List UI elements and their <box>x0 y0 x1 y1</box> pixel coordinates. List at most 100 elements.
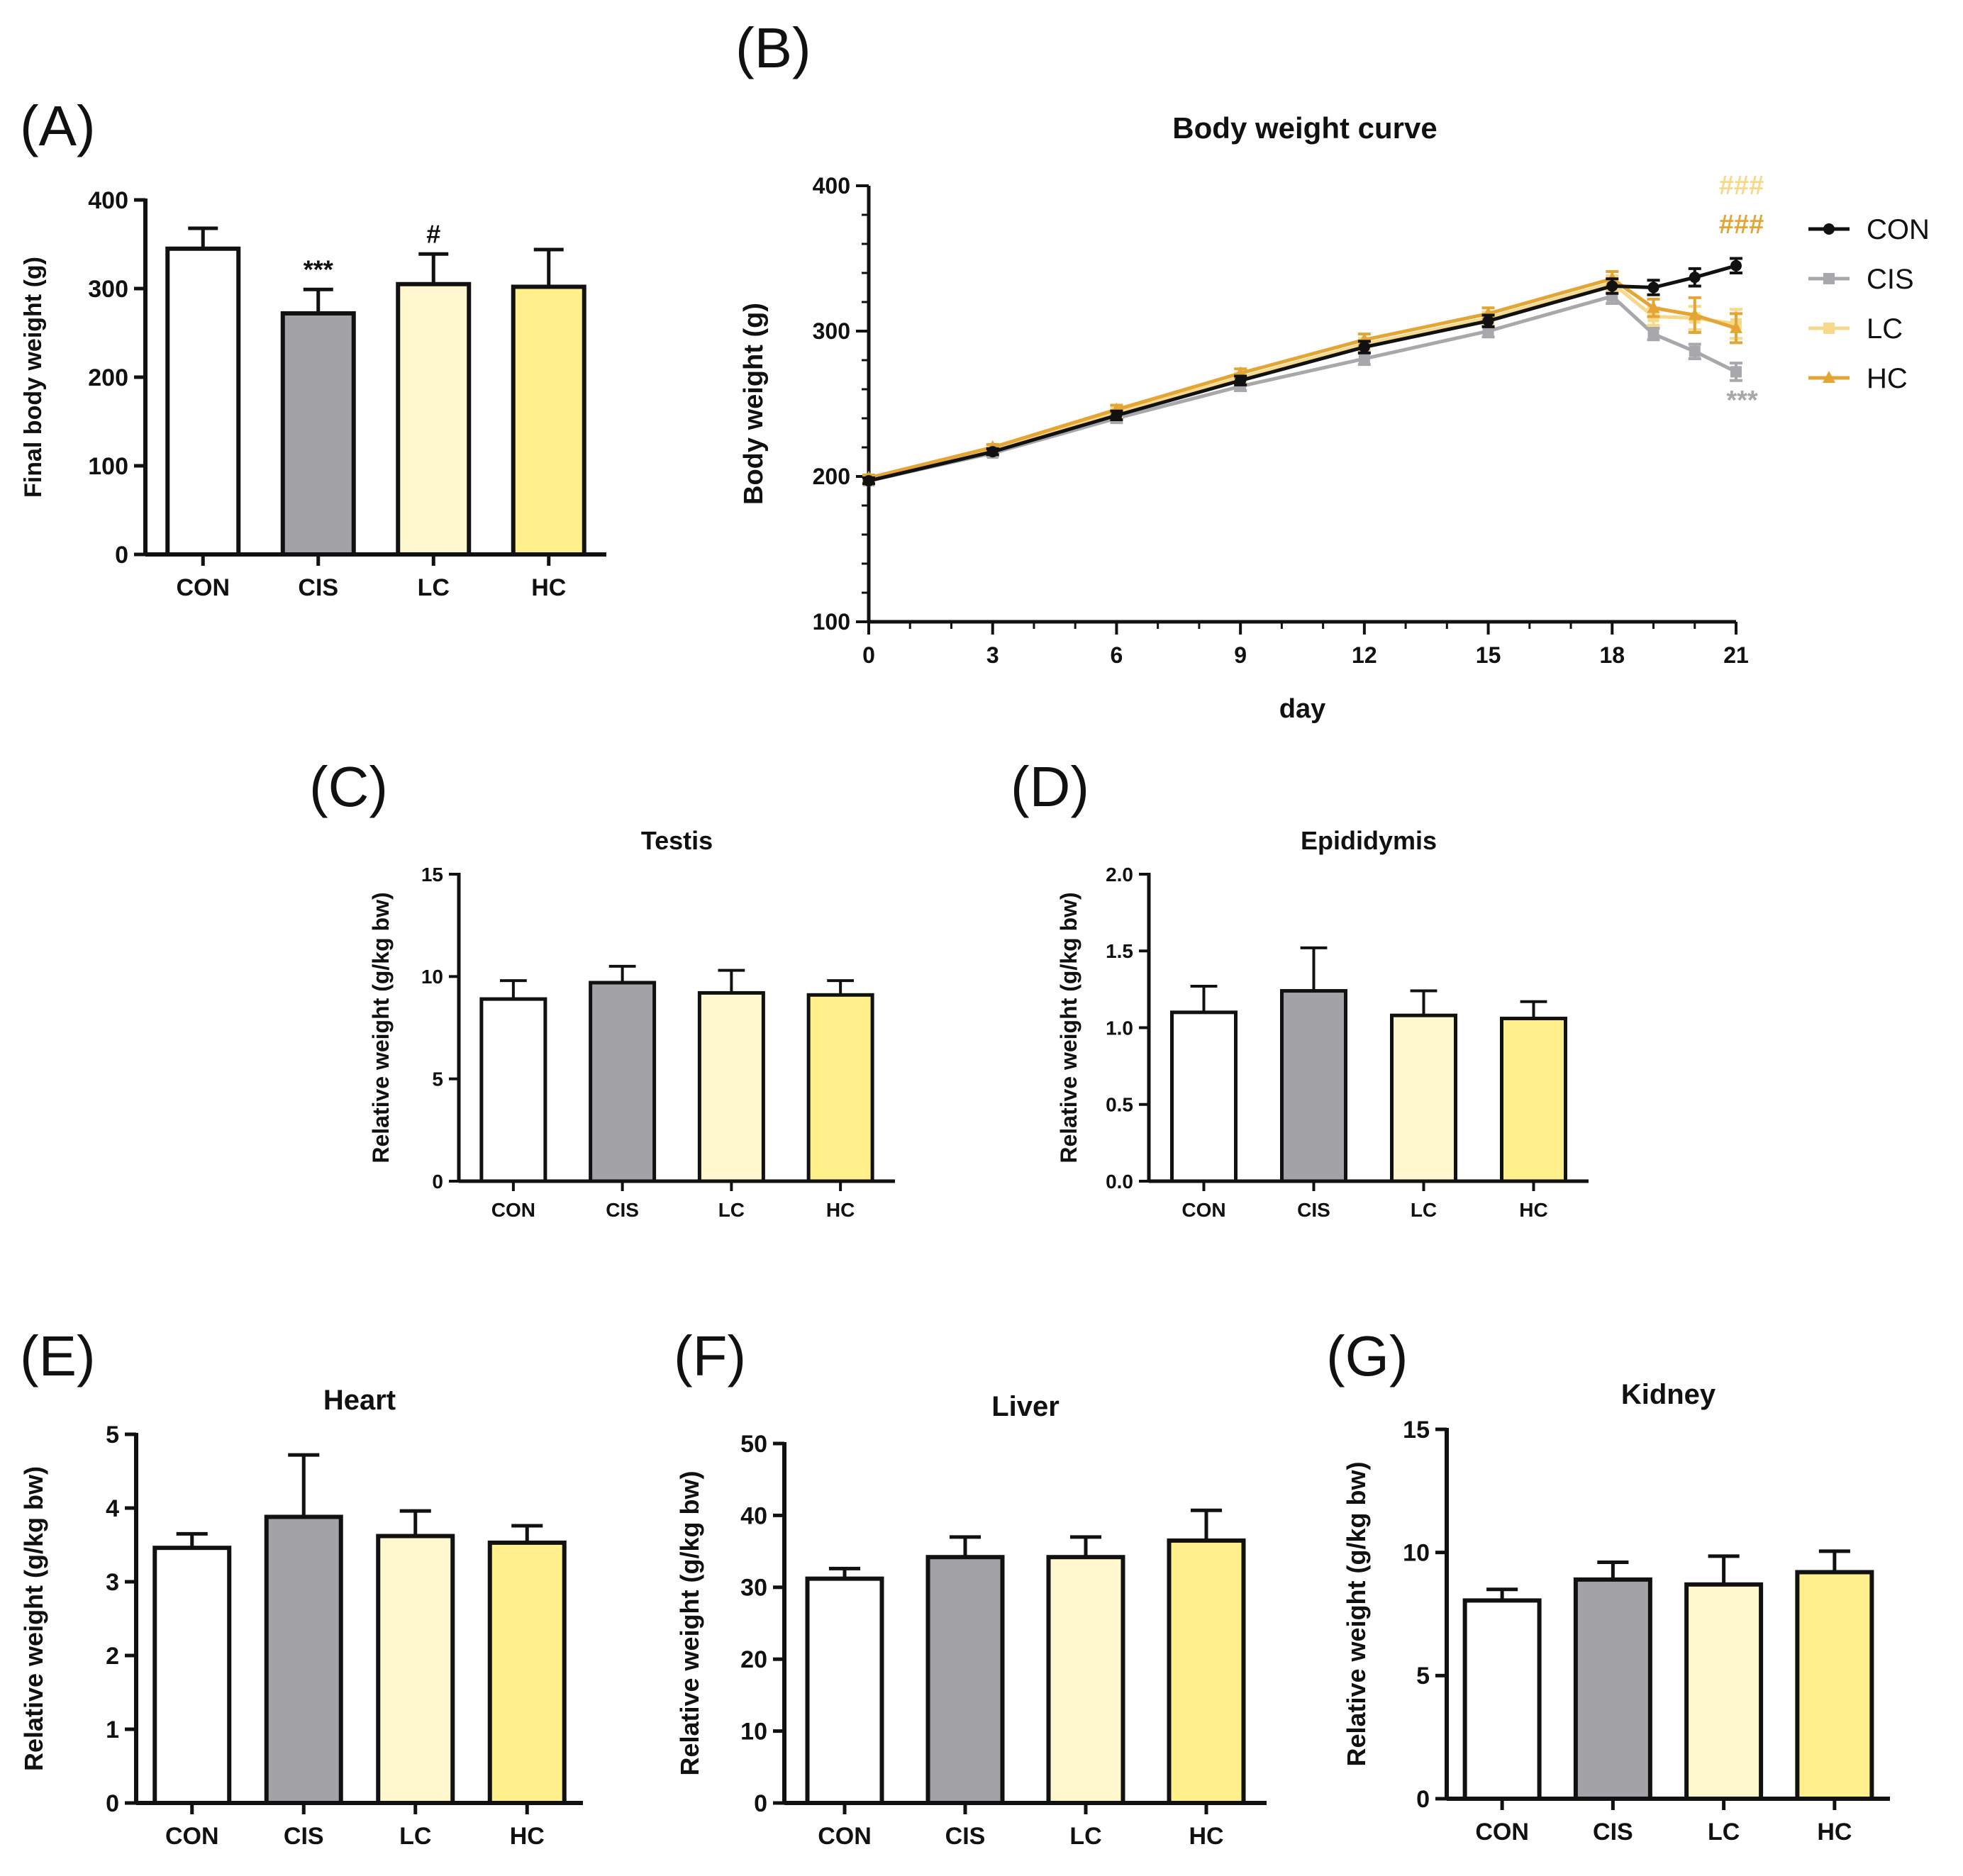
x-tick-label-G-CON: CON <box>1475 1819 1529 1846</box>
legend-marker-CIS <box>1823 273 1835 284</box>
y-tick-label-E: 1 <box>106 1716 119 1743</box>
panel-B: (B) Body weight curve 100 200 300 400 0 3 6 9 12 15… <box>735 16 1930 724</box>
x-tick-label-A-CIS: CIS <box>298 574 338 601</box>
point-B-CON <box>863 475 874 487</box>
significance-B-LC: ### <box>1718 171 1764 201</box>
bar-C-CON <box>479 997 547 1183</box>
significance-B-CIS: *** <box>1725 386 1759 415</box>
x-tick-label-F-HC: HC <box>1189 1823 1223 1850</box>
bar-E-CON <box>152 1546 232 1805</box>
y-tick-label-C: 0 <box>432 1171 443 1193</box>
y-tick-label-D: 0.0 <box>1106 1171 1133 1193</box>
bar-G-HC <box>1795 1570 1874 1802</box>
y-tick-label-B: 400 <box>813 173 850 199</box>
y-tick-label-E: 2 <box>106 1643 119 1670</box>
y-tick-label-G: 15 <box>1403 1417 1430 1444</box>
legend-marker-LC <box>1823 323 1835 334</box>
panel-D: (D) Epididymis 0.0 0.5 1.0 1.5 2.0 Relative wei… <box>1011 755 1589 1221</box>
y-tick-label-B: 300 <box>813 318 850 344</box>
panel-label-F: (F) <box>674 1324 746 1388</box>
x-tick-label-G-HC: HC <box>1817 1819 1852 1846</box>
y-tick-label-A: 100 <box>88 453 128 480</box>
bar-G-CON <box>1462 1598 1542 1802</box>
bar-G-CIS <box>1573 1577 1652 1801</box>
point-B-CON <box>986 446 999 458</box>
y-tick-label-F: 50 <box>740 1431 767 1458</box>
x-tick-label-C-LC: LC <box>718 1199 745 1221</box>
y-tick-label-A: 300 <box>88 276 128 303</box>
y-tick-label-C: 10 <box>421 966 443 988</box>
y-tick-label-A: 200 <box>88 364 128 391</box>
significance-A-CIS: *** <box>304 255 333 284</box>
panel-A: (A) 0 100 200 300 400 Final body weight (g) CON… <box>20 94 606 601</box>
y-tick-label-E: 4 <box>106 1495 119 1522</box>
significance-B-HC: ### <box>1718 210 1764 240</box>
point-B-CON <box>1235 374 1247 386</box>
point-B-CON <box>1689 272 1701 284</box>
x-tick-label-C-HC: HC <box>826 1199 855 1221</box>
legend-label-CON: CON <box>1867 214 1930 245</box>
chart-title-E: Heart <box>323 1385 396 1416</box>
point-B-CIS <box>1647 328 1659 340</box>
y-tick-label-D: 2.0 <box>1106 864 1133 886</box>
bar-C-LC <box>697 990 765 1183</box>
y-tick-label-G: 10 <box>1403 1540 1430 1567</box>
y-tick-label-F: 10 <box>740 1719 767 1746</box>
bar-A-HC <box>511 284 586 557</box>
panel-E: (E) Heart 0 1 2 3 4 5 Relative weight (g/kg bw) C… <box>19 1324 583 1850</box>
y-tick-label-A: 0 <box>115 542 128 569</box>
x-tick-label-C-CON: CON <box>491 1199 535 1221</box>
legend-marker-HC <box>1823 371 1835 383</box>
x-tick-label-A-LC: LC <box>418 574 450 601</box>
y-tick-label-E: 3 <box>106 1569 119 1596</box>
y-tick-label-D: 0.5 <box>1106 1094 1133 1116</box>
x-tick-label-D-LC: LC <box>1411 1199 1437 1221</box>
x-tick-label-D-HC: HC <box>1519 1199 1547 1221</box>
y-axis-label-A: Final body weight (g) <box>20 257 47 498</box>
y-axis-label-E: Relative weight (g/kg bw) <box>19 1466 48 1771</box>
y-tick-label-F: 20 <box>740 1646 767 1673</box>
x-tick-label-F-CON: CON <box>818 1823 872 1850</box>
point-B-CON <box>1111 409 1123 421</box>
significance-A-LC: # <box>426 219 440 248</box>
bar-D-LC <box>1390 1013 1457 1183</box>
series-line-HC <box>868 277 1737 480</box>
panel-C: (C) Testis 0 5 10 15 Relative weight (g/kg bw)… <box>309 755 895 1221</box>
y-tick-label-F: 30 <box>740 1575 767 1602</box>
x-tick-label-B: 21 <box>1723 642 1749 668</box>
panel-label-G: (G) <box>1326 1324 1408 1388</box>
y-axis-label-D: Relative weight (g/kg bw) <box>1056 892 1081 1163</box>
bar-E-CIS <box>264 1514 343 1805</box>
chart-title-F: Liver <box>991 1391 1060 1422</box>
point-B-CIS <box>1482 325 1494 337</box>
x-tick-label-F-LC: LC <box>1069 1823 1101 1850</box>
x-tick-label-B: 12 <box>1352 642 1377 668</box>
point-B-CON <box>1358 341 1370 353</box>
y-axis-label-B: Body weight (g) <box>739 303 769 505</box>
panel-label-D: (D) <box>1011 755 1089 818</box>
x-tick-label-G-CIS: CIS <box>1593 1819 1633 1846</box>
bar-F-CON <box>805 1576 884 1806</box>
point-B-CON <box>1482 315 1494 327</box>
y-tick-label-B: 100 <box>813 609 850 635</box>
bar-D-CIS <box>1280 989 1347 1183</box>
panel-label-E: (E) <box>20 1324 96 1388</box>
chart-title-B: Body weight curve <box>1172 111 1437 145</box>
x-tick-label-A-HC: HC <box>531 574 566 601</box>
y-tick-label-C: 5 <box>432 1068 443 1090</box>
chart-title-D: Epididymis <box>1301 826 1437 855</box>
point-B-CIS <box>1358 352 1370 364</box>
y-axis-label-F: Relative weight (g/kg bw) <box>675 1470 704 1775</box>
panel-label-C: (C) <box>309 755 388 818</box>
bar-D-HC <box>1500 1017 1567 1183</box>
x-tick-label-A-CON: CON <box>176 574 230 601</box>
x-tick-label-C-CIS: CIS <box>606 1199 639 1221</box>
series-line-LC <box>868 281 1737 481</box>
point-B-CON <box>1730 259 1742 272</box>
y-tick-label-B: 200 <box>813 464 850 489</box>
panel-G: (G) Kidney 0 5 10 15 Relative weight (g/kg bw)… <box>1326 1324 1890 1846</box>
chart-title-C: Testis <box>641 826 713 855</box>
point-B-CON <box>1647 281 1659 294</box>
bar-E-LC <box>376 1534 455 1806</box>
bar-F-LC <box>1046 1555 1125 1805</box>
